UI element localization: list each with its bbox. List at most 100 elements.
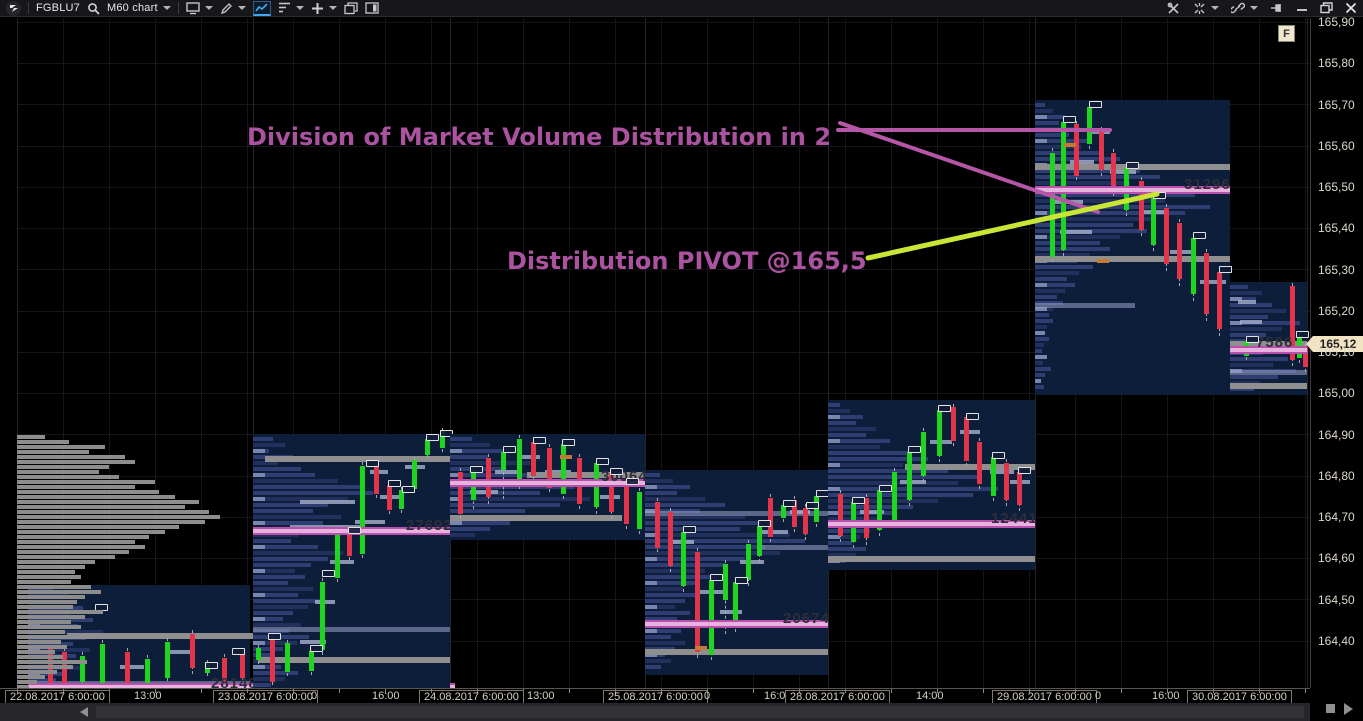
price-marker-box [1219,266,1232,273]
volume-profile-bar [253,653,275,657]
volume-profile-bar [1035,283,1075,287]
chart-type-line-active-button[interactable] [252,0,271,16]
crosshair-mode-dropdown[interactable] [1193,0,1219,16]
volume-profile-bar [645,539,805,543]
poc-line [905,464,1035,470]
scrollbar-thumb[interactable] [96,706,1304,718]
play-icon[interactable] [1344,703,1353,715]
volume-profile-bar [645,569,705,573]
volume-profile-bar-highlight [253,497,265,501]
volume-profile-bar [645,617,677,621]
price-marker-box [1193,232,1206,239]
price-marker-box [232,648,245,655]
volume-profile-bar-highlight [253,473,265,477]
price-label: 164,90 [1318,427,1355,442]
time-axis[interactable]: 22.08.2017 6:00:00 13:00 23.08.2017 6:00:0… [0,688,1310,704]
monitor-dropdown[interactable] [186,0,213,16]
panels-button[interactable] [365,0,379,16]
pin-window-button[interactable] [1270,0,1284,16]
volume-profile-bar [645,629,681,633]
chart-area[interactable]: 28148 27692 30064 20674 12441 31296 7586 Divisi… [0,18,1310,688]
price-marker-box [852,497,865,504]
volume-profile-bar [828,403,840,407]
volume-levels-dropdown[interactable] [278,0,304,16]
price-marker-box [610,468,623,475]
volume-profile-bar [450,455,488,459]
timeframe-label: M60 chart [107,2,158,14]
volume-profile-bar-highlight [253,569,265,573]
timeframe-dropdown[interactable]: M60 chart [107,0,171,16]
symbol-selector[interactable]: FGBLU7 [36,0,80,16]
composite-volume-bar [17,455,125,459]
time-label: 28.08.2017 6:00:00 [785,690,890,704]
grid-line-v [385,18,386,688]
draw-tool-dropdown[interactable] [220,0,246,16]
volume-profile-bar [828,451,908,455]
composite-volume-bar [17,635,73,639]
app-logo-icon[interactable] [6,0,21,16]
price-label: 164,50 [1318,592,1355,607]
annotation-line [838,121,1100,214]
grid-line-v [937,18,938,688]
symbol-search-button[interactable] [87,0,100,16]
flag-button[interactable]: F [1278,25,1295,42]
volume-profile-bar [645,659,671,663]
candle-body [374,467,379,494]
price-label: 164,70 [1318,510,1355,524]
grid-line-v [799,18,800,688]
volume-profile-bar [253,665,281,669]
composite-volume-bar [17,435,45,439]
minimize-button[interactable] [1296,0,1308,16]
volume-profile-bar-highlight [253,665,265,669]
candle-body [165,642,170,678]
cluster-bar [1070,160,1094,164]
candle-body [256,648,261,660]
price-axis[interactable]: 165,12 165,90 165,80 165,70 165,60 165,50 165… [1306,15,1363,688]
volume-profile-bar [645,551,780,555]
volume-profile-bar [450,485,575,489]
price-marker-box [366,460,379,467]
volume-profile-bar [1230,375,1278,379]
candle-body [877,490,882,530]
clone-chart-button[interactable] [344,0,358,16]
grid-line-v [247,18,248,688]
composite-volume-bar [17,665,73,669]
volume-profile-bar-highlight [828,535,840,539]
annotation-division-text: Division of Market Volume Distribution i… [247,123,832,151]
candle-body [951,407,956,441]
toolbar-separator [28,2,29,14]
restore-button[interactable] [1320,0,1333,16]
stop-icon[interactable] [1326,704,1335,713]
volume-profile-bar [645,503,725,507]
volume-profile-bar [828,439,890,443]
candle-body [709,580,714,655]
volume-profile-bar-highlight [645,581,657,585]
grid-line-h [17,146,1310,147]
volume-profile-bar-highlight [450,449,462,453]
scroll-left-arrow-icon[interactable] [80,707,88,717]
settings-tools-button[interactable] [1167,0,1181,16]
volume-profile-bar [1035,217,1155,221]
horizontal-scrollbar[interactable] [0,703,1310,721]
volume-profile-bar [450,443,490,447]
volume-profile-bar [1230,315,1268,319]
price-marker-box [1063,116,1076,123]
price-marker-box [348,527,361,534]
distribution-pivot-band [1035,186,1230,194]
price-label: 165,20 [1318,303,1355,318]
close-button[interactable] [1345,0,1357,16]
candle-body [1290,286,1295,360]
candle-body [486,458,491,497]
candle-body [1087,107,1092,144]
grid-line-h [17,63,1310,64]
time-tick [1029,689,1030,693]
add-indicator-dropdown[interactable] [311,0,337,16]
candle-body [1191,238,1196,294]
time-label: 16:0 [764,690,786,702]
time-label: 30.08.2017 6:00:00 [1187,690,1292,704]
composite-volume-bar [17,500,199,504]
volume-profile-bar [828,493,973,497]
link-instruments-dropdown[interactable] [1231,0,1258,16]
candle-body [792,500,797,527]
